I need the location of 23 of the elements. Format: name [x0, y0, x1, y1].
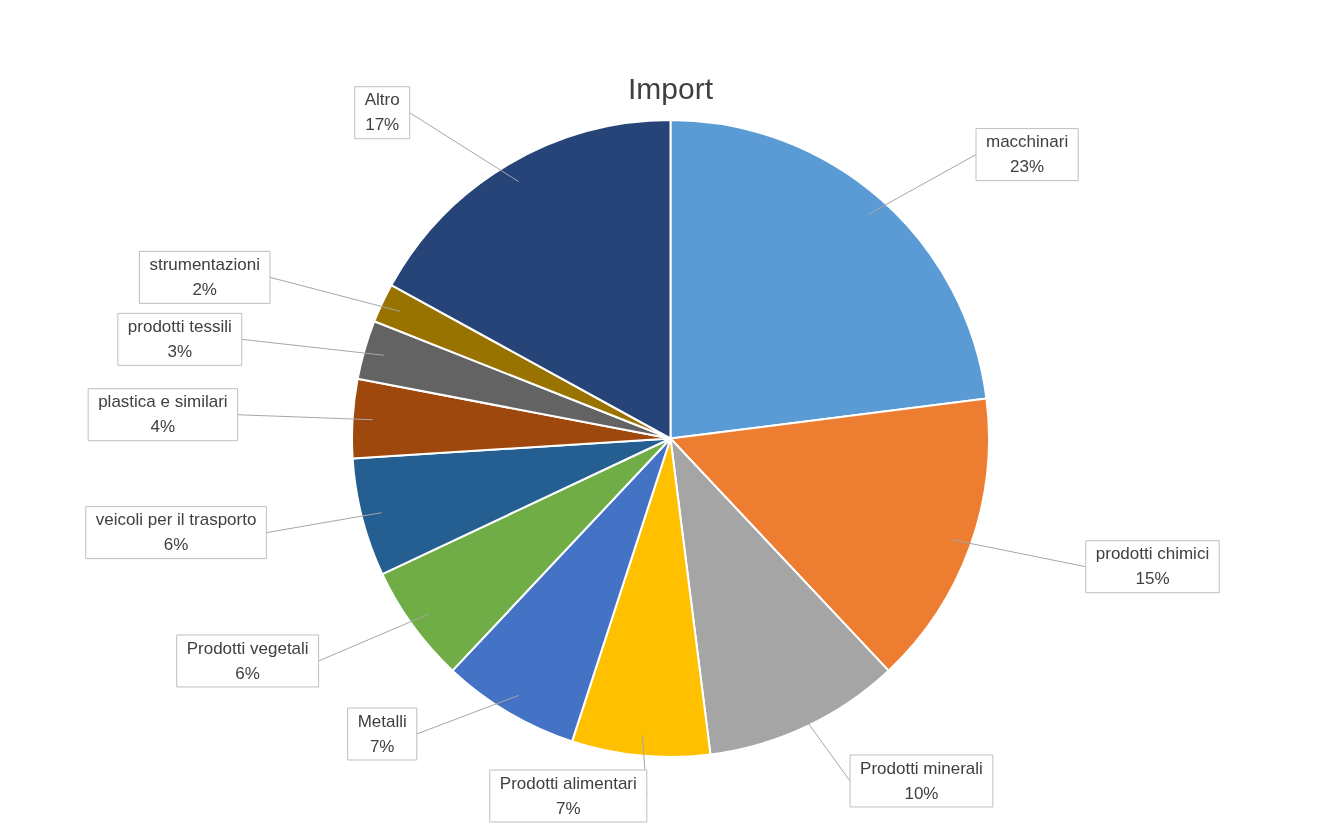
slice-label: strumentazioni — [149, 255, 260, 275]
slice-label: Metalli — [357, 711, 407, 731]
data-label: 7% — [556, 798, 581, 818]
data-label: 3% — [167, 342, 193, 362]
slice-label: prodotti chimici — [1095, 544, 1210, 564]
slice-label: macchinari — [986, 132, 1069, 152]
data-label: 4% — [150, 417, 176, 437]
data-label: 6% — [163, 535, 189, 555]
slice-label: veicoli per il trasporto — [95, 510, 257, 530]
chart-title: Import — [627, 72, 714, 106]
slice-label: plastica e similari — [98, 392, 228, 412]
data-label: 10% — [904, 783, 939, 803]
data-label: 15% — [1135, 569, 1170, 589]
data-label: 23% — [1010, 157, 1045, 177]
data-label: 2% — [192, 280, 217, 300]
data-label: 17% — [365, 115, 400, 135]
data-label: 7% — [369, 736, 395, 756]
slice-label: prodotti tessili — [127, 317, 232, 337]
slice-label: Prodotti alimentari — [499, 773, 637, 793]
data-label: 6% — [235, 663, 260, 683]
slice-label: Prodotti minerali — [860, 758, 983, 778]
slice-label: Prodotti vegetali — [186, 638, 309, 658]
slice-label: Altro — [364, 90, 400, 110]
